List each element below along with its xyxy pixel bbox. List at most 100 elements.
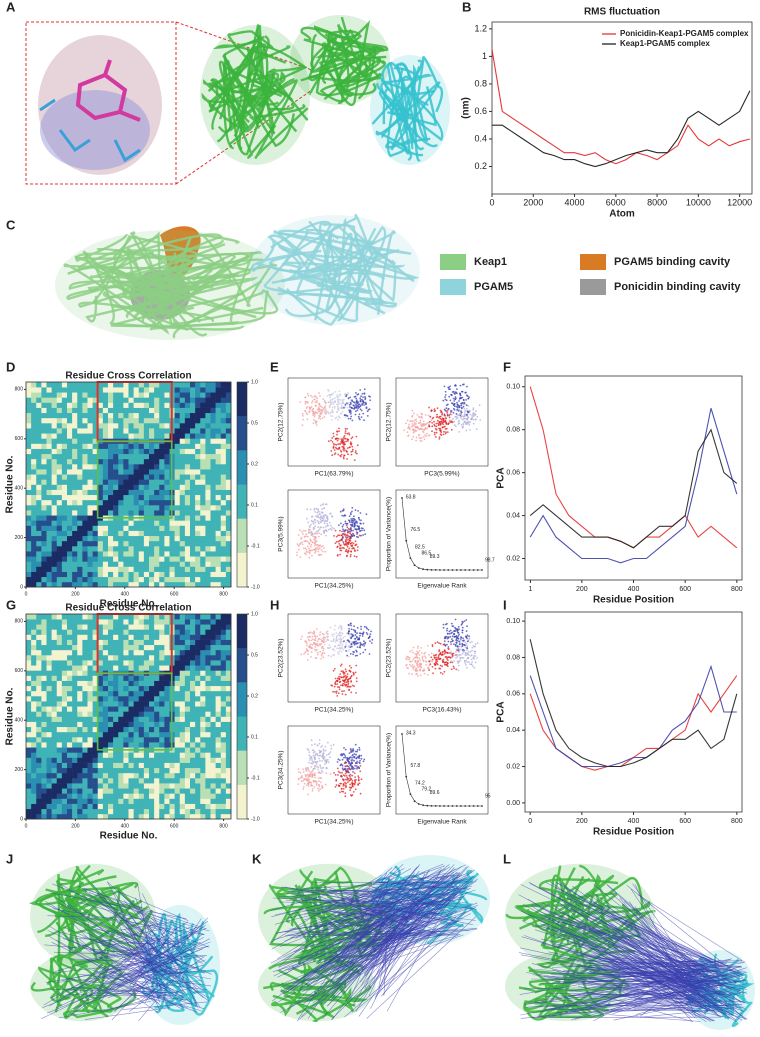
heatmap-cell <box>41 556 46 561</box>
colorbar-tick-label: 0.2 <box>251 461 258 467</box>
heatmap-cell <box>149 737 154 742</box>
heatmap-cell <box>211 438 216 443</box>
heatmap-cell <box>72 706 77 711</box>
heatmap-cell <box>180 624 185 629</box>
heatmap-cell <box>113 505 118 510</box>
heatmap-cell <box>118 485 123 490</box>
heatmap-cell <box>67 635 72 640</box>
heatmap-cell <box>139 768 144 773</box>
decorative-dot <box>346 451 348 453</box>
heatmap-cell <box>82 809 87 814</box>
heatmap-cell <box>200 531 205 536</box>
heatmap-cell <box>118 536 123 541</box>
heatmap-cell <box>82 531 87 536</box>
heatmap-cell <box>82 640 87 645</box>
heatmap-cell <box>72 413 77 418</box>
heatmap-cell <box>129 722 134 727</box>
decorative-dot <box>446 412 448 414</box>
heatmap-cell <box>154 418 159 423</box>
heatmap-cell <box>200 711 205 716</box>
heatmap-cell <box>77 500 82 505</box>
heatmap-cell <box>180 752 185 757</box>
heatmap-cell <box>195 711 200 716</box>
decorative-dot <box>413 430 415 432</box>
heatmap-cell <box>62 536 67 541</box>
heatmap-cell <box>57 408 62 413</box>
heatmap-cell <box>185 701 190 706</box>
heatmap-cell <box>205 747 210 752</box>
heatmap-cell <box>123 706 128 711</box>
heatmap-cell <box>154 490 159 495</box>
heatmap-cell <box>134 809 139 814</box>
heatmap-cell <box>216 788 221 793</box>
heatmap-cell <box>77 403 82 408</box>
heatmap-cell <box>221 469 226 474</box>
heatmap-cell <box>88 510 93 515</box>
heatmap-cell <box>67 397 72 402</box>
heatmap-cell <box>88 408 93 413</box>
heatmap-cell <box>211 454 216 459</box>
heatmap-cell <box>144 686 149 691</box>
heatmap-cell <box>123 444 128 449</box>
heatmap-cell <box>47 505 52 510</box>
heatmap-cell <box>144 551 149 556</box>
y-tick-label: 0.2 <box>474 161 487 171</box>
decorative-dot <box>319 418 321 420</box>
heatmap-cell <box>195 696 200 701</box>
heatmap-cell <box>88 449 93 454</box>
heatmap-cell <box>226 814 231 819</box>
heatmap-cell <box>67 490 72 495</box>
heatmap-cell <box>190 444 195 449</box>
decorative-dot <box>364 396 366 398</box>
heatmap-cell <box>164 635 169 640</box>
heatmap-cell <box>103 413 108 418</box>
heatmap-cell <box>129 423 134 428</box>
heatmap-cell <box>134 804 139 809</box>
heatmap-cell <box>134 681 139 686</box>
heatmap-cell <box>67 732 72 737</box>
heatmap-cell <box>154 773 159 778</box>
heatmap-cell <box>129 490 134 495</box>
heatmap-cell <box>52 701 57 706</box>
decorative-dot <box>407 420 409 422</box>
heatmap-cell <box>108 727 113 732</box>
heatmap-cell <box>170 768 175 773</box>
heatmap-cell <box>67 758 72 763</box>
heatmap-cell <box>72 752 77 757</box>
heatmap-cell <box>159 681 164 686</box>
heatmap-cell <box>159 433 164 438</box>
heatmap-cell <box>200 469 205 474</box>
heatmap-cell <box>185 567 190 572</box>
heatmap-cell <box>26 531 31 536</box>
heatmap-cell <box>123 387 128 392</box>
heatmap-cell <box>134 624 139 629</box>
heatmap-cell <box>67 577 72 582</box>
heatmap-cell <box>123 691 128 696</box>
heatmap-cell <box>123 397 128 402</box>
heatmap-cell <box>103 691 108 696</box>
heatmap-cell <box>113 773 118 778</box>
heatmap-cell <box>93 567 98 572</box>
heatmap-cell <box>159 722 164 727</box>
decorative-dot <box>348 397 350 399</box>
heatmap-cell <box>77 449 82 454</box>
heatmap-cell <box>205 464 210 469</box>
heatmap-cell <box>190 418 195 423</box>
heatmap-cell <box>123 645 128 650</box>
heatmap-cell <box>216 752 221 757</box>
heatmap-cell <box>190 706 195 711</box>
heatmap-cell <box>77 490 82 495</box>
heatmap-cell <box>113 804 118 809</box>
heatmap-cell <box>205 403 210 408</box>
heatmap-cell <box>195 742 200 747</box>
heatmap-cell <box>149 696 154 701</box>
decorative-dot <box>349 406 351 408</box>
heatmap-cell <box>185 449 190 454</box>
decorative-dot <box>310 395 312 397</box>
heatmap-cell <box>175 696 180 701</box>
heatmap-cell <box>67 438 72 443</box>
heatmap-cell <box>62 793 67 798</box>
heatmap-cell <box>113 546 118 551</box>
heatmap-cell <box>72 474 77 479</box>
heatmap-cell <box>103 551 108 556</box>
